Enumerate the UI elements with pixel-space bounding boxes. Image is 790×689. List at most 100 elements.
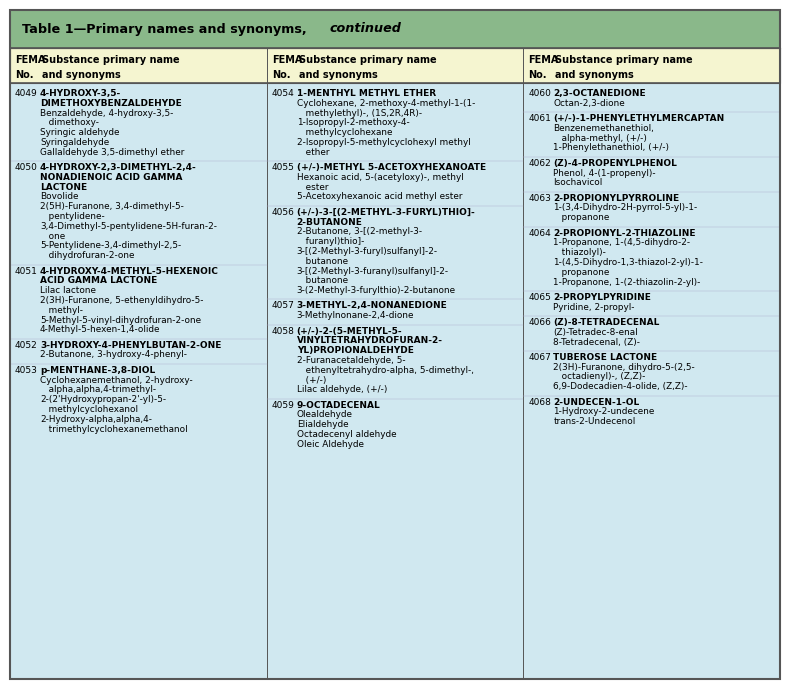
Text: 2,3-OCTANEDIONE: 2,3-OCTANEDIONE xyxy=(553,89,646,98)
Text: continued: continued xyxy=(330,23,402,36)
Text: 1-Propanone, 1-(2-thiazolin-2-yl)-: 1-Propanone, 1-(2-thiazolin-2-yl)- xyxy=(553,278,701,287)
Text: Octadecenyl aldehyde: Octadecenyl aldehyde xyxy=(297,430,397,439)
Text: 4060: 4060 xyxy=(529,89,551,98)
Text: 1-(4,5-Dihydro-1,3-thiazol-2-yl)-1-: 1-(4,5-Dihydro-1,3-thiazol-2-yl)-1- xyxy=(553,258,703,267)
Text: Octan-2,3-dione: Octan-2,3-dione xyxy=(553,99,625,107)
Text: 2-PROPIONYL-2-THIAZOLINE: 2-PROPIONYL-2-THIAZOLINE xyxy=(553,229,696,238)
Text: and synonyms: and synonyms xyxy=(42,70,121,81)
Text: methylcyclohexane: methylcyclohexane xyxy=(297,128,392,137)
Text: 2(5H)-Furanone, 3,4-dimethyl-5-: 2(5H)-Furanone, 3,4-dimethyl-5- xyxy=(40,203,184,212)
Text: propanone: propanone xyxy=(553,268,610,277)
Text: Oleic Aldehyde: Oleic Aldehyde xyxy=(297,440,363,449)
Text: methyl-: methyl- xyxy=(40,306,83,315)
Text: (Z)-8-TETRADECENAL: (Z)-8-TETRADECENAL xyxy=(553,318,660,327)
Text: 5-Methyl-5-vinyl-dihydrofuran-2-one: 5-Methyl-5-vinyl-dihydrofuran-2-one xyxy=(40,316,201,325)
Text: (+/-)-2-(5-METHYL-5-: (+/-)-2-(5-METHYL-5- xyxy=(297,327,402,336)
Text: 4-HYDROXY-2,3-DIMETHYL-2,4-: 4-HYDROXY-2,3-DIMETHYL-2,4- xyxy=(40,163,197,172)
Text: Syringic aldehyde: Syringic aldehyde xyxy=(40,128,119,137)
Text: 2(3H)-Furanone, dihydro-5-(2,5-: 2(3H)-Furanone, dihydro-5-(2,5- xyxy=(553,362,695,371)
Text: Gallaldehyde 3,5-dimethyl ether: Gallaldehyde 3,5-dimethyl ether xyxy=(40,148,184,157)
Text: Lilac aldehyde, (+/-): Lilac aldehyde, (+/-) xyxy=(297,385,387,394)
Text: 3,4-Dimethyl-5-pentylidene-5H-furan-2-: 3,4-Dimethyl-5-pentylidene-5H-furan-2- xyxy=(40,222,217,231)
Text: 4056: 4056 xyxy=(272,208,295,217)
Text: Olealdehyde: Olealdehyde xyxy=(297,411,352,420)
Text: 3-(2-Methyl-3-furylthio)-2-butanone: 3-(2-Methyl-3-furylthio)-2-butanone xyxy=(297,286,456,295)
Text: (Z)-4-PROPENYLPHENOL: (Z)-4-PROPENYLPHENOL xyxy=(553,158,677,168)
Text: 1-Propanone, 1-(4,5-dihydro-2-: 1-Propanone, 1-(4,5-dihydro-2- xyxy=(553,238,690,247)
Text: FEMA: FEMA xyxy=(15,55,45,65)
Text: butanone: butanone xyxy=(297,257,348,266)
Text: 5-Acetoxyhexanoic acid methyl ester: 5-Acetoxyhexanoic acid methyl ester xyxy=(297,192,462,201)
Text: Phenol, 4-(1-propenyl)-: Phenol, 4-(1-propenyl)- xyxy=(553,169,656,178)
Text: Elialdehyde: Elialdehyde xyxy=(297,420,348,429)
Text: alpha,alpha,4-trimethyl-: alpha,alpha,4-trimethyl- xyxy=(40,385,156,394)
Text: trimethylcyclohexanemethanol: trimethylcyclohexanemethanol xyxy=(40,424,188,433)
Text: No.: No. xyxy=(272,70,290,81)
Text: YL)PROPIONALDEHYDE: YL)PROPIONALDEHYDE xyxy=(297,346,413,356)
Text: thiazolyl)-: thiazolyl)- xyxy=(553,248,606,257)
Text: Bovolide: Bovolide xyxy=(40,192,78,201)
Text: butanone: butanone xyxy=(297,276,348,285)
Bar xyxy=(10,10,780,48)
Text: (+/-): (+/-) xyxy=(297,376,326,384)
Text: 4061: 4061 xyxy=(529,114,551,123)
Text: ACID GAMMA LACTONE: ACID GAMMA LACTONE xyxy=(40,276,157,285)
Text: 2-Isopropyl-5-methylcyclohexyl methyl: 2-Isopropyl-5-methylcyclohexyl methyl xyxy=(297,138,470,147)
Text: Benzenemethanethiol,: Benzenemethanethiol, xyxy=(553,124,654,133)
Text: 3-HYDROXY-4-PHENYLBUTAN-2-ONE: 3-HYDROXY-4-PHENYLBUTAN-2-ONE xyxy=(40,340,221,350)
Bar xyxy=(10,48,780,83)
Text: 3-METHYL-2,4-NONANEDIONE: 3-METHYL-2,4-NONANEDIONE xyxy=(297,302,447,311)
Text: (+/-)-METHYL 5-ACETOXYHEXANOATE: (+/-)-METHYL 5-ACETOXYHEXANOATE xyxy=(297,163,486,172)
Text: 2-Butanone, 3-hydroxy-4-phenyl-: 2-Butanone, 3-hydroxy-4-phenyl- xyxy=(40,351,187,360)
Text: 3-[(2-Methyl-3-furyl)sulfanyl]-2-: 3-[(2-Methyl-3-furyl)sulfanyl]-2- xyxy=(297,247,438,256)
Text: Substance primary name: Substance primary name xyxy=(42,55,179,65)
Text: 4-Methyl-5-hexen-1,4-olide: 4-Methyl-5-hexen-1,4-olide xyxy=(40,325,160,334)
Text: (Z)-Tetradec-8-enal: (Z)-Tetradec-8-enal xyxy=(553,328,638,337)
Text: 2-Butanone, 3-[(2-methyl-3-: 2-Butanone, 3-[(2-methyl-3- xyxy=(297,227,422,236)
Text: 4066: 4066 xyxy=(529,318,551,327)
Text: Cyclohexane, 2-methoxy-4-methyl-1-(1-: Cyclohexane, 2-methoxy-4-methyl-1-(1- xyxy=(297,99,475,107)
Text: 4053: 4053 xyxy=(15,366,38,375)
Text: 2-PROPYLPYRIDINE: 2-PROPYLPYRIDINE xyxy=(553,293,651,302)
Text: alpha-methyl, (+/-): alpha-methyl, (+/-) xyxy=(553,134,647,143)
Text: 2-UNDECEN-1-OL: 2-UNDECEN-1-OL xyxy=(553,398,640,407)
Text: (+/-)-1-PHENYLETHYLMERCAPTAN: (+/-)-1-PHENYLETHYLMERCAPTAN xyxy=(553,114,724,123)
Text: 5-Pentylidene-3,4-dimethyl-2,5-: 5-Pentylidene-3,4-dimethyl-2,5- xyxy=(40,242,181,251)
Text: one: one xyxy=(40,232,66,240)
Text: DIMETHOXYBENZALDEHYDE: DIMETHOXYBENZALDEHYDE xyxy=(40,99,182,107)
Text: 4067: 4067 xyxy=(529,353,551,362)
Text: 1-MENTHYL METHYL ETHER: 1-MENTHYL METHYL ETHER xyxy=(297,89,436,98)
Bar xyxy=(10,83,780,679)
Text: ether: ether xyxy=(297,148,329,157)
Text: 4-HYDROXY-4-METHYL-5-HEXENOIC: 4-HYDROXY-4-METHYL-5-HEXENOIC xyxy=(40,267,219,276)
Text: pentylidene-: pentylidene- xyxy=(40,212,105,221)
Text: furanyl)thio]-: furanyl)thio]- xyxy=(297,237,364,246)
Text: ethenyltetrahydro-alpha, 5-dimethyl-,: ethenyltetrahydro-alpha, 5-dimethyl-, xyxy=(297,366,474,375)
Text: trans-2-Undecenol: trans-2-Undecenol xyxy=(553,418,636,426)
Text: methylethyl)-, (1S,2R,4R)-: methylethyl)-, (1S,2R,4R)- xyxy=(297,109,422,118)
Text: No.: No. xyxy=(15,70,33,81)
Text: 4050: 4050 xyxy=(15,163,38,172)
Text: propanone: propanone xyxy=(553,214,610,223)
Text: methylcyclohexanol: methylcyclohexanol xyxy=(40,405,138,414)
Text: Table 1—Primary names and synonyms,: Table 1—Primary names and synonyms, xyxy=(22,23,311,36)
Text: 4052: 4052 xyxy=(15,340,38,350)
Text: 4057: 4057 xyxy=(272,302,295,311)
Text: 4058: 4058 xyxy=(272,327,295,336)
Text: Hexanoic acid, 5-(acetyloxy)-, methyl: Hexanoic acid, 5-(acetyloxy)-, methyl xyxy=(297,173,464,182)
Text: 4063: 4063 xyxy=(529,194,551,203)
Text: Syringaldehyde: Syringaldehyde xyxy=(40,138,109,147)
Text: VINYLTETRAHYDROFURAN-2-: VINYLTETRAHYDROFURAN-2- xyxy=(297,336,442,345)
Text: 4-HYDROXY-3,5-: 4-HYDROXY-3,5- xyxy=(40,89,121,98)
Text: 4064: 4064 xyxy=(529,229,551,238)
Text: 6,9-Dodecadien-4-olide, (Z,Z)-: 6,9-Dodecadien-4-olide, (Z,Z)- xyxy=(553,382,688,391)
Text: 4049: 4049 xyxy=(15,89,38,98)
Text: 4065: 4065 xyxy=(529,293,551,302)
Text: 9-OCTADECENAL: 9-OCTADECENAL xyxy=(297,401,381,410)
Text: 2-Hydroxy-alpha,alpha,4-: 2-Hydroxy-alpha,alpha,4- xyxy=(40,415,152,424)
Text: (+/-)-3-[(2-METHYL-3-FURYL)THIO]-: (+/-)-3-[(2-METHYL-3-FURYL)THIO]- xyxy=(297,208,476,217)
Text: TUBEROSE LACTONE: TUBEROSE LACTONE xyxy=(553,353,657,362)
Text: ester: ester xyxy=(297,183,328,192)
Text: p-MENTHANE-3,8-DIOL: p-MENTHANE-3,8-DIOL xyxy=(40,366,156,375)
Text: Pyridine, 2-propyl-: Pyridine, 2-propyl- xyxy=(553,302,635,311)
